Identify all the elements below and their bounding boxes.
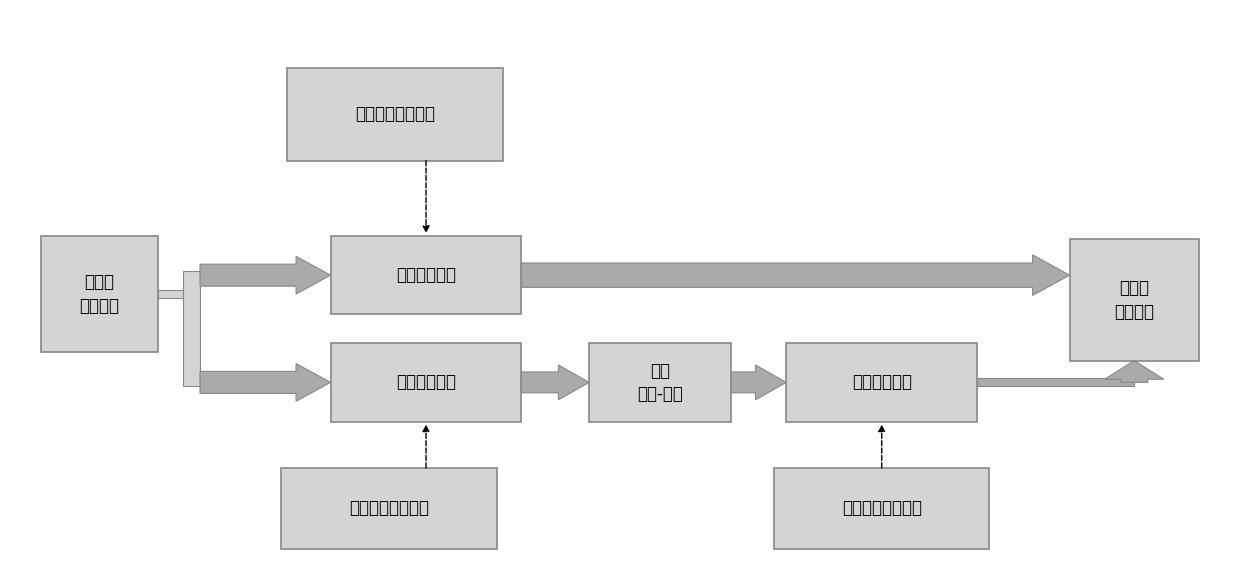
Bar [41, 236, 159, 352]
Bar [589, 343, 730, 422]
FancyArrow shape [522, 365, 589, 400]
Bar [281, 468, 497, 549]
Text: 功率指数分配: 功率指数分配 [852, 373, 911, 392]
FancyArrow shape [200, 363, 331, 401]
FancyArrow shape [730, 365, 786, 400]
FancyArrow shape [200, 256, 331, 294]
Text: 功率指数分配: 功率指数分配 [396, 266, 456, 284]
Text: 接收端
接收信息: 接收端 接收信息 [1115, 279, 1154, 320]
Text: 功率指数分配因子: 功率指数分配因子 [350, 499, 429, 517]
Bar [977, 378, 1135, 386]
Text: 中继
解码-转发: 中继 解码-转发 [637, 362, 683, 403]
Bar [786, 343, 977, 422]
FancyArrow shape [1105, 360, 1164, 382]
Text: 发送端
发送信息: 发送端 发送信息 [79, 273, 119, 315]
Bar [331, 343, 522, 422]
Bar [331, 236, 522, 315]
Bar [159, 290, 182, 298]
FancyArrow shape [522, 255, 1070, 295]
Text: 功率指数分配: 功率指数分配 [396, 373, 456, 392]
Bar [774, 468, 990, 549]
Bar [288, 68, 503, 161]
Text: 功率指数分配因子: 功率指数分配因子 [842, 499, 921, 517]
Bar [182, 271, 200, 386]
Text: 功率指数分配因子: 功率指数分配因子 [355, 105, 435, 123]
Bar [1070, 239, 1199, 360]
